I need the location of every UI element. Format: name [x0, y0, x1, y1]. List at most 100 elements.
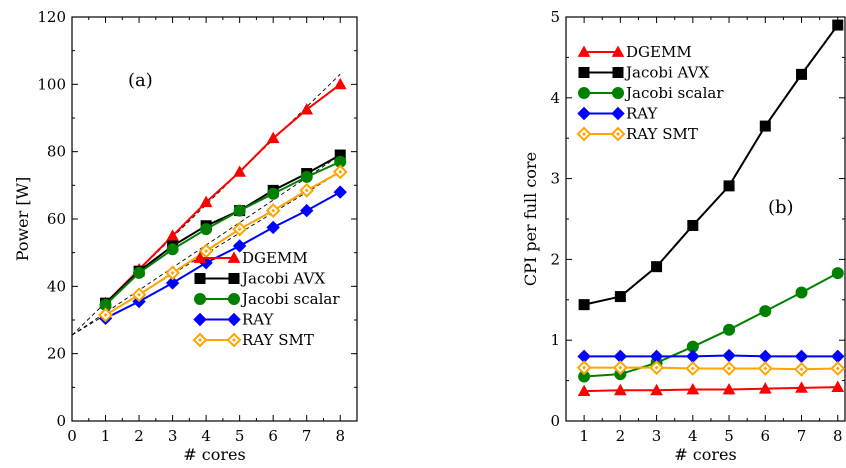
marker-legend-ray-a — [193, 312, 207, 327]
panel-b-line-jacobi-avx — [583, 24, 839, 306]
marker-jacobi-avx-6 — [796, 68, 808, 80]
panel-a-legend-label-ray: RAY — [242, 311, 275, 329]
marker-jacobi-scalar-6 — [300, 170, 313, 183]
panel-b-x-axis-label: # cores — [674, 445, 736, 464]
panel-b-y-axis-label: CPI per full core — [521, 152, 540, 286]
marker-dgemm-5 — [266, 131, 280, 144]
marker-legend-ray-b — [611, 106, 625, 121]
panel-a-legend-entry-jacobi-avx: Jacobi AVX — [194, 270, 325, 288]
marker-jacobi-scalar-1 — [133, 266, 146, 279]
panel-a-series-jacobi-scalar — [99, 155, 347, 311]
panel-a-x-tick-label-3: 3 — [168, 427, 178, 445]
marker-legend-jacobi-avx-a — [194, 273, 206, 284]
panel-a-legend-entry-ray-smt: RAY SMT — [192, 331, 314, 349]
panel-b-x-tick-label-0: 1 — [579, 427, 589, 445]
panel-b-y-tick-label-4: 4 — [550, 89, 560, 107]
panel-b-legend-label-ray-smt: RAY SMT — [626, 125, 698, 143]
marker-ray-5 — [758, 349, 772, 364]
marker-dgemm-7 — [831, 380, 845, 392]
marker-dgemm-6 — [795, 381, 808, 393]
marker-dgemm-2 — [166, 229, 179, 241]
panel-b-legend-label-dgemm: DGEMM — [626, 43, 692, 61]
panel-b-legend-label-jacobi-scalar: Jacobi scalar — [624, 84, 724, 102]
panel-a-line-ray — [105, 191, 341, 320]
panel-b-series-ray-smt — [576, 360, 846, 377]
marker-ray-4 — [232, 239, 247, 253]
marker-legend-jacobi-avx-a — [578, 67, 590, 78]
panel-a-y-tick-label-1: 20 — [47, 345, 66, 363]
panel-b-series-dgemm — [577, 380, 845, 397]
panel-b-legend-entry-ray-smt: RAY SMT — [576, 125, 698, 143]
panel-b-legend-entry-jacobi-scalar: Jacobi scalar — [578, 84, 724, 102]
panel-b-legend-entry-jacobi-avx: Jacobi AVX — [578, 64, 709, 82]
marker-dgemm-0 — [577, 384, 591, 397]
panel-b-x-tick-label-5: 6 — [761, 427, 771, 445]
marker-legend-dgemm-a — [193, 251, 207, 263]
marker-jacobi-avx-1 — [614, 291, 626, 303]
panel-b-line-dgemm — [584, 386, 838, 393]
panel-a-y-axis-label: Power [W] — [13, 177, 32, 262]
marker-dgemm-7 — [333, 77, 347, 90]
panel-b-y-tick-label-5: 5 — [550, 8, 560, 26]
panel-a-legend-label-dgemm: DGEMM — [242, 249, 308, 267]
marker-legend-dgemm-b — [227, 251, 241, 263]
marker-jacobi-avx-4 — [723, 180, 735, 192]
panel-b-legend-entry-ray: RAY — [577, 105, 659, 123]
marker-dgemm-3 — [199, 195, 213, 208]
panel-a-plot-frame — [71, 16, 358, 422]
panel-a-series-ray-smt — [98, 164, 348, 323]
marker-jacobi-scalar-7 — [831, 267, 844, 280]
panel-a-x-tick-label-0: 0 — [67, 427, 77, 445]
marker-ray-7 — [333, 185, 347, 199]
marker-jacobi-avx-5 — [759, 120, 771, 132]
panel-a-legend-entry-dgemm: DGEMM — [193, 249, 308, 267]
panel-b-x-tick-label-7: 8 — [833, 427, 843, 445]
panel-a-reference-line-0 — [71, 73, 341, 336]
panel-b-y-tick-label-2: 2 — [550, 250, 560, 268]
marker-legend-jacobi-avx-b — [228, 273, 240, 284]
panel-b-series-ray — [577, 348, 845, 364]
marker-jacobi-scalar-6 — [795, 286, 808, 299]
marker-dgemm-4 — [722, 382, 736, 395]
marker-dgemm-1 — [614, 383, 627, 396]
marker-jacobi-scalar-4 — [233, 204, 246, 217]
marker-legend-jacobi-scalar-a — [194, 293, 206, 305]
panel-b-y-tick-label-3: 3 — [550, 170, 560, 188]
panel-a-x-tick-label-2: 2 — [134, 427, 144, 445]
marker-jacobi-scalar-3 — [200, 223, 213, 236]
marker-legend-ray-b — [227, 312, 241, 327]
panel-a-legend-entry-jacobi-scalar: Jacobi scalar — [194, 290, 340, 308]
marker-jacobi-avx-2 — [651, 261, 663, 273]
marker-legend-jacobi-avx-b — [612, 67, 624, 78]
marker-dgemm-2 — [650, 383, 663, 396]
panel-a-legend-label-jacobi-avx: Jacobi AVX — [240, 270, 325, 288]
panel-a-x-tick-label-1: 1 — [101, 427, 111, 445]
marker-jacobi-scalar-5 — [267, 187, 280, 200]
marker-legend-jacobi-scalar-a — [578, 87, 590, 99]
marker-dgemm-3 — [686, 382, 700, 395]
panel-a-y-tick-label-5: 100 — [37, 75, 66, 93]
marker-legend-dgemm-a — [577, 45, 591, 57]
marker-jacobi-scalar-2 — [166, 243, 179, 256]
panel-a-x-tick-label-4: 4 — [201, 427, 211, 445]
marker-ray-5 — [266, 220, 280, 235]
panel-a-x-axis-label: # cores — [183, 445, 245, 464]
marker-dgemm-5 — [758, 382, 772, 394]
marker-legend-ray-a — [577, 106, 591, 121]
marker-legend-dgemm-b — [611, 45, 625, 57]
panel-b-x-tick-label-4: 5 — [724, 427, 734, 445]
marker-jacobi-avx-0 — [578, 299, 590, 311]
panel-b-x-tick-label-1: 2 — [616, 427, 626, 445]
panel-b-x-tick-label-2: 3 — [652, 427, 662, 445]
panel-a-y-tick-label-2: 40 — [47, 277, 66, 295]
marker-dgemm-4 — [233, 165, 246, 177]
panel-b-legend-entry-dgemm: DGEMM — [577, 43, 692, 61]
marker-dgemm-6 — [300, 103, 314, 115]
marker-ray-2 — [165, 276, 180, 290]
panel-a-legend: DGEMM Jacobi AVX Jacobi scalar RAY RAY SMT — [192, 249, 340, 349]
marker-jacobi-scalar-5 — [759, 305, 772, 318]
panel-b-legend: DGEMM Jacobi AVX Jacobi scalar RAY RAY SMT — [576, 43, 724, 143]
panel-b-y-tick-label-0: 0 — [550, 412, 560, 430]
